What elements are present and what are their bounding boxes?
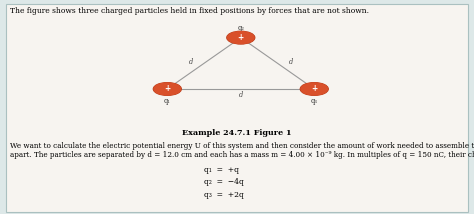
FancyBboxPatch shape	[6, 4, 468, 212]
Circle shape	[301, 83, 328, 95]
Circle shape	[228, 32, 254, 44]
Text: q₁: q₁	[164, 97, 171, 105]
Text: d: d	[239, 91, 243, 99]
Text: Example 24.7.1 Figure 1: Example 24.7.1 Figure 1	[182, 129, 292, 137]
Circle shape	[301, 83, 328, 95]
Text: The figure shows three charged particles held in fixed positions by forces that : The figure shows three charged particles…	[10, 7, 369, 15]
Text: q₃: q₃	[311, 97, 318, 105]
Text: d: d	[189, 58, 193, 66]
Text: +: +	[311, 85, 318, 94]
Text: apart. The particles are separated by d = 12.0 cm and each has a mass m = 4.00 ×: apart. The particles are separated by d …	[10, 151, 474, 159]
Text: +: +	[164, 85, 171, 94]
Text: q₃  =  +2q: q₃ = +2q	[204, 191, 244, 199]
Circle shape	[154, 83, 181, 95]
Text: +: +	[237, 33, 244, 42]
Circle shape	[227, 31, 255, 44]
Text: We want to calculate the electric potential energy U of this system and then con: We want to calculate the electric potent…	[10, 142, 474, 150]
Text: q₂: q₂	[237, 24, 244, 32]
Text: q₂  =  −4q: q₂ = −4q	[204, 178, 244, 186]
Circle shape	[154, 83, 181, 95]
Text: q₁  =  +q: q₁ = +q	[204, 166, 239, 174]
Text: d: d	[289, 58, 293, 66]
